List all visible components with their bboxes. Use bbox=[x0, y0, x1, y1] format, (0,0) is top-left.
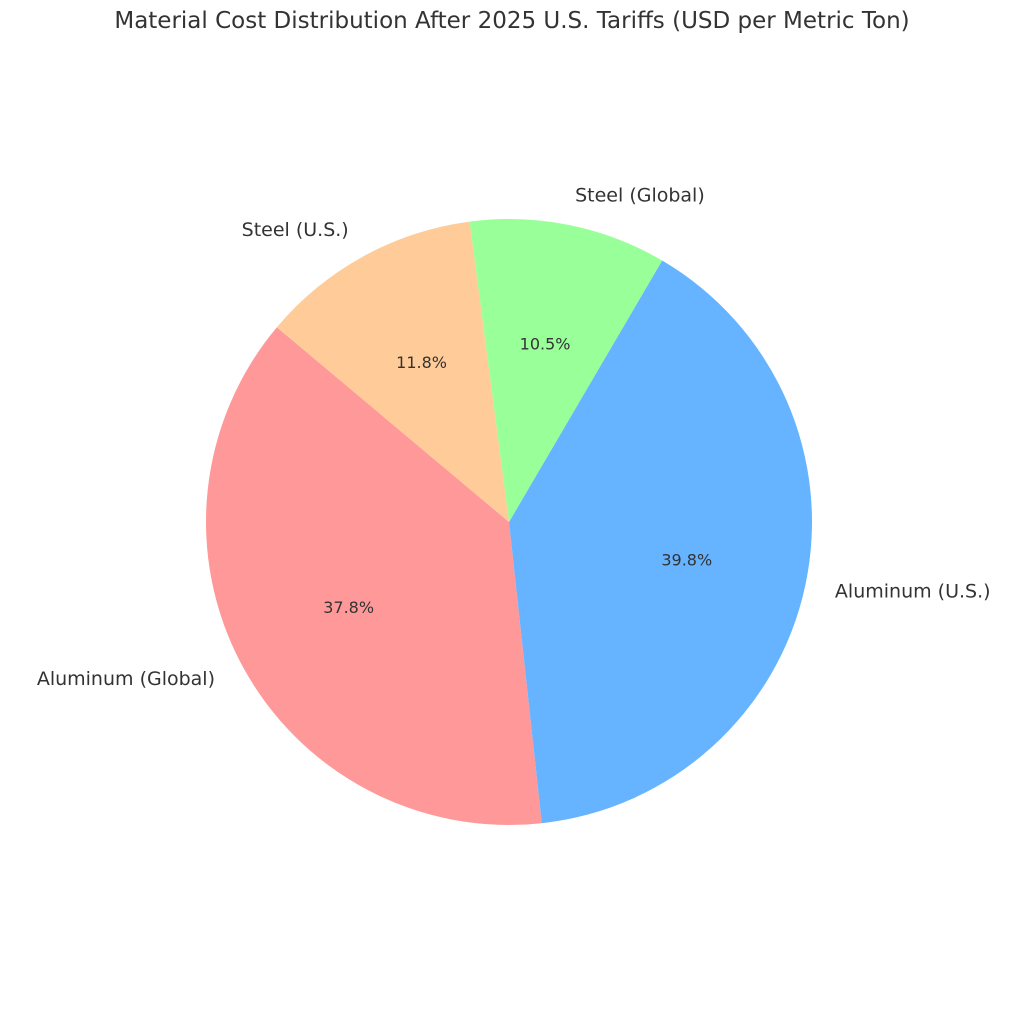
chart-title: Material Cost Distribution After 2025 U.… bbox=[114, 8, 910, 34]
pie-slice bbox=[469, 219, 663, 522]
slice-category-label: Aluminum (U.S.) bbox=[835, 581, 991, 603]
slice-percent-label: 10.5% bbox=[520, 334, 571, 353]
slice-category-label: Aluminum (Global) bbox=[37, 668, 215, 690]
slice-percent-label: 37.8% bbox=[323, 598, 374, 617]
pie-slice bbox=[276, 221, 509, 522]
slice-category-label: Steel (Global) bbox=[575, 184, 705, 206]
slice-category-label: Steel (U.S.) bbox=[242, 219, 349, 241]
pie-labels: 37.8% Aluminum (Global) 39.8% Aluminum (U.S… bbox=[37, 184, 991, 690]
slice-percent-label: 39.8% bbox=[661, 551, 712, 570]
pie-slice bbox=[509, 260, 813, 824]
pie-slice bbox=[205, 327, 542, 825]
pie-slices bbox=[205, 219, 813, 825]
slice-percent-label: 11.8% bbox=[396, 353, 447, 372]
